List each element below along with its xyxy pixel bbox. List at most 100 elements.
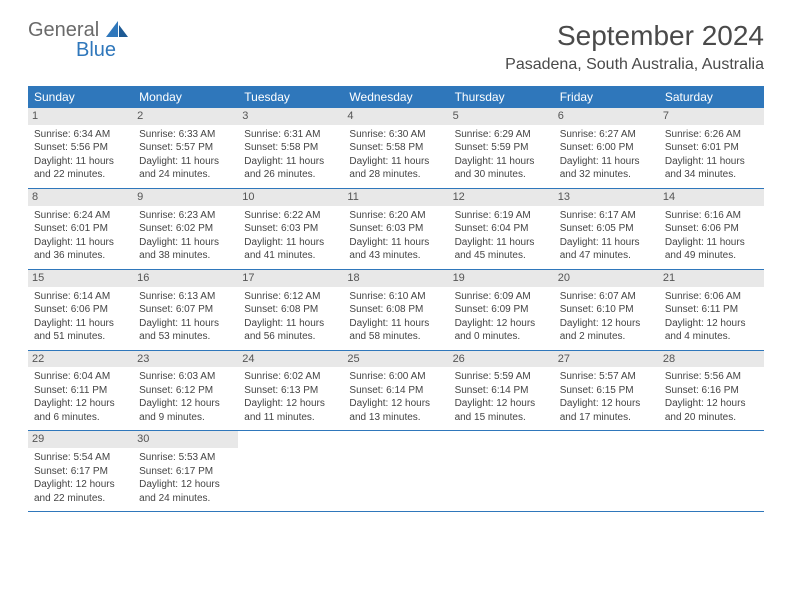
- day-number: 24: [238, 351, 343, 368]
- day-detail: and 26 minutes.: [244, 168, 337, 182]
- day-detail: Sunset: 6:06 PM: [665, 222, 758, 236]
- day-detail: and 41 minutes.: [244, 249, 337, 263]
- day-detail: Daylight: 11 hours: [34, 155, 127, 169]
- day-number: 15: [28, 270, 133, 287]
- week-row: 22Sunrise: 6:04 AMSunset: 6:11 PMDayligh…: [28, 351, 764, 432]
- day-detail: and 22 minutes.: [34, 168, 127, 182]
- day-detail: Daylight: 11 hours: [560, 236, 653, 250]
- day-detail: Sunset: 5:58 PM: [244, 141, 337, 155]
- day-detail: Daylight: 11 hours: [665, 155, 758, 169]
- day-detail: and 24 minutes.: [139, 492, 232, 506]
- day-detail: Sunrise: 6:33 AM: [139, 128, 232, 142]
- day-detail: Daylight: 12 hours: [244, 397, 337, 411]
- week-row: 15Sunrise: 6:14 AMSunset: 6:06 PMDayligh…: [28, 270, 764, 351]
- day-detail: Sunset: 6:02 PM: [139, 222, 232, 236]
- day-number: 21: [659, 270, 764, 287]
- day-detail: Daylight: 12 hours: [665, 397, 758, 411]
- day-number: 20: [554, 270, 659, 287]
- day-detail: and 38 minutes.: [139, 249, 232, 263]
- day-detail: Daylight: 11 hours: [349, 155, 442, 169]
- weeks-container: 1Sunrise: 6:34 AMSunset: 5:56 PMDaylight…: [28, 108, 764, 512]
- day-cell: [554, 431, 659, 511]
- day-number: 22: [28, 351, 133, 368]
- week-row: 1Sunrise: 6:34 AMSunset: 5:56 PMDaylight…: [28, 108, 764, 189]
- day-detail: Sunrise: 6:20 AM: [349, 209, 442, 223]
- day-number: 25: [343, 351, 448, 368]
- day-detail: Daylight: 11 hours: [34, 317, 127, 331]
- logo-general: General: [28, 19, 99, 41]
- day-detail: and 2 minutes.: [560, 330, 653, 344]
- day-detail: Sunrise: 6:30 AM: [349, 128, 442, 142]
- day-detail: Sunset: 6:05 PM: [560, 222, 653, 236]
- day-number: 7: [659, 108, 764, 125]
- day-detail: Sunset: 6:14 PM: [349, 384, 442, 398]
- day-detail: Sunset: 6:09 PM: [455, 303, 548, 317]
- day-detail: Daylight: 11 hours: [455, 155, 548, 169]
- day-cell: 1Sunrise: 6:34 AMSunset: 5:56 PMDaylight…: [28, 108, 133, 188]
- weekday-label: Sunday: [28, 86, 133, 108]
- day-cell: 14Sunrise: 6:16 AMSunset: 6:06 PMDayligh…: [659, 189, 764, 269]
- day-detail: Sunset: 6:14 PM: [455, 384, 548, 398]
- day-number: 16: [133, 270, 238, 287]
- day-number: 3: [238, 108, 343, 125]
- day-detail: Sunset: 6:17 PM: [34, 465, 127, 479]
- day-detail: and 15 minutes.: [455, 411, 548, 425]
- day-detail: Daylight: 11 hours: [560, 155, 653, 169]
- day-cell: 3 Sunrise: 6:31 AMSunset: 5:58 PMDaylight…: [238, 108, 343, 188]
- day-cell: 28Sunrise: 5:56 AMSunset: 6:16 PMDayligh…: [659, 351, 764, 431]
- day-detail: Sunset: 6:12 PM: [139, 384, 232, 398]
- day-detail: Daylight: 12 hours: [34, 397, 127, 411]
- day-cell: 18Sunrise: 6:10 AMSunset: 6:08 PMDayligh…: [343, 270, 448, 350]
- day-detail: Sunset: 5:57 PM: [139, 141, 232, 155]
- day-detail: Sunset: 6:17 PM: [139, 465, 232, 479]
- day-detail: Sunset: 6:07 PM: [139, 303, 232, 317]
- day-detail: Sunset: 6:11 PM: [665, 303, 758, 317]
- day-number: 17: [238, 270, 343, 287]
- day-detail: Daylight: 11 hours: [139, 236, 232, 250]
- day-detail: Sunset: 5:59 PM: [455, 141, 548, 155]
- day-detail: Daylight: 12 hours: [349, 397, 442, 411]
- day-detail: and 30 minutes.: [455, 168, 548, 182]
- day-detail: Sunrise: 6:23 AM: [139, 209, 232, 223]
- day-detail: and 28 minutes.: [349, 168, 442, 182]
- day-detail: and 56 minutes.: [244, 330, 337, 344]
- day-cell: 15Sunrise: 6:14 AMSunset: 6:06 PMDayligh…: [28, 270, 133, 350]
- day-detail: Daylight: 12 hours: [455, 317, 548, 331]
- day-detail: Sunset: 6:01 PM: [34, 222, 127, 236]
- day-detail: Daylight: 11 hours: [244, 155, 337, 169]
- day-number: 14: [659, 189, 764, 206]
- day-cell: 11Sunrise: 6:20 AMSunset: 6:03 PMDayligh…: [343, 189, 448, 269]
- week-row: 29Sunrise: 5:54 AMSunset: 6:17 PMDayligh…: [28, 431, 764, 512]
- day-detail: and 45 minutes.: [455, 249, 548, 263]
- day-detail: Daylight: 11 hours: [244, 317, 337, 331]
- day-detail: Sunset: 6:15 PM: [560, 384, 653, 398]
- weekday-label: Wednesday: [343, 86, 448, 108]
- day-cell: 5Sunrise: 6:29 AMSunset: 5:59 PMDaylight…: [449, 108, 554, 188]
- day-cell: 25Sunrise: 6:00 AMSunset: 6:14 PMDayligh…: [343, 351, 448, 431]
- day-detail: Daylight: 12 hours: [665, 317, 758, 331]
- day-detail: Sunset: 6:11 PM: [34, 384, 127, 398]
- day-cell: 27Sunrise: 5:57 AMSunset: 6:15 PMDayligh…: [554, 351, 659, 431]
- day-detail: and 51 minutes.: [34, 330, 127, 344]
- weekday-label: Thursday: [449, 86, 554, 108]
- day-cell: 4Sunrise: 6:30 AMSunset: 5:58 PMDaylight…: [343, 108, 448, 188]
- day-detail: Sunrise: 6:31 AM: [244, 128, 337, 142]
- calendar: SundayMondayTuesdayWednesdayThursdayFrid…: [28, 86, 764, 512]
- day-cell: 22 Sunrise: 6:04 AMSunset: 6:11 PMDayligh…: [28, 351, 133, 431]
- header: General Blue September 2024 Pasadena, So…: [28, 20, 764, 74]
- day-number: 10: [238, 189, 343, 206]
- day-detail: Daylight: 12 hours: [455, 397, 548, 411]
- day-number: 30: [133, 431, 238, 448]
- day-detail: Sunset: 5:58 PM: [349, 141, 442, 155]
- day-detail: Sunrise: 6:26 AM: [665, 128, 758, 142]
- day-detail: Daylight: 11 hours: [34, 236, 127, 250]
- day-cell: 17Sunrise: 6:12 AMSunset: 6:08 PMDayligh…: [238, 270, 343, 350]
- day-detail: Sunrise: 6:04 AM: [34, 370, 127, 384]
- day-detail: and 11 minutes.: [244, 411, 337, 425]
- location: Pasadena, South Australia, Australia: [505, 56, 764, 74]
- day-detail: and 58 minutes.: [349, 330, 442, 344]
- weekday-label: Tuesday: [238, 86, 343, 108]
- calendar-page: General Blue September 2024 Pasadena, So…: [0, 0, 792, 532]
- day-detail: Sunset: 6:00 PM: [560, 141, 653, 155]
- day-detail: Daylight: 12 hours: [139, 397, 232, 411]
